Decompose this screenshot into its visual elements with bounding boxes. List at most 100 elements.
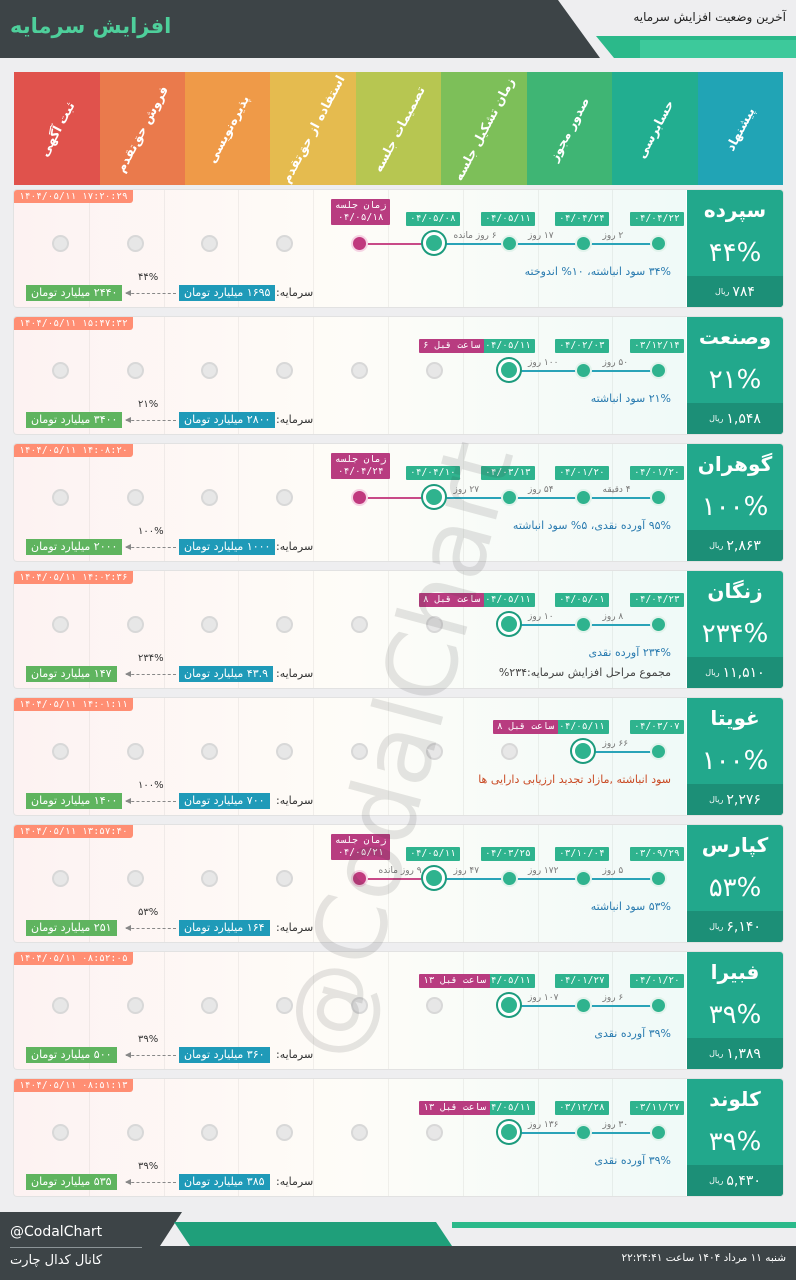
guide-line — [538, 698, 539, 815]
row-gradient — [14, 1079, 686, 1196]
stage-gap: ۱۳۶ روز — [528, 1120, 559, 1130]
update-timestamp: ۱۴۰۴/۰۵/۱۱ ۱۳:۵۷:۴۰ — [14, 825, 133, 838]
capital-arrow — [125, 290, 176, 296]
company-row[interactable]: کپارس ۵۳% ۶,۱۴۰ ریال ۱۴۰۴/۰۵/۱۱ ۱۳:۵۷:۴۰ ۰۳/۰… — [14, 825, 783, 942]
stage-gap: ۹ روز مانده — [378, 866, 422, 876]
stage-date: ۰۴/۰۴/۲۴ — [555, 212, 609, 226]
stage-date: ۰۳/۱۱/۲۷ — [630, 1101, 684, 1115]
stage-dot-empty — [201, 362, 218, 379]
stage-date: ۰۴/۰۱/۲۷ — [555, 974, 609, 988]
meeting-date: ۰۴/۰۵/۲۱ — [337, 847, 384, 858]
increase-description: سود انباشته ,مازاد تجدید ارزیابی دارایی … — [478, 773, 671, 786]
guide-line — [164, 444, 165, 561]
guide-line — [612, 825, 613, 942]
capital-arrow — [125, 417, 176, 423]
stage-dot-current — [423, 867, 445, 889]
stage-dot-done — [650, 1124, 667, 1141]
company-row[interactable]: کلوند ۳۹% ۵,۴۳۰ ریال ۱۴۰۴/۰۵/۱۱ ۰۸:۵۱:۱۳ ۰۳/۱… — [14, 1079, 783, 1196]
stage-date: ۰۳/۱۰/۰۴ — [555, 847, 609, 861]
stage-dot-meeting — [351, 235, 368, 252]
footer-handle[interactable]: @CodalChart — [10, 1224, 103, 1240]
symbol-card[interactable]: غویتا ۱۰۰% ۲,۲۷۶ ریال — [687, 698, 783, 815]
stage-dot-done — [575, 1124, 592, 1141]
stage-dot-empty — [201, 1124, 218, 1141]
guide-line — [89, 571, 90, 688]
increase-description: ۳۹% آورده نقدی — [594, 1154, 671, 1167]
company-row[interactable]: وصنعت ۲۱% ۱,۵۴۸ ریال ۱۴۰۴/۰۵/۱۱ ۱۵:۴۷:۳۲ ۰۳/۱… — [14, 317, 783, 434]
stage-date: ۰۴/۰۵/۱۱ — [481, 1101, 535, 1115]
stage-dot-empty — [276, 743, 293, 760]
guide-line — [313, 571, 314, 688]
guide-line — [238, 952, 239, 1069]
stage-date: ۰۳/۰۹/۲۹ — [630, 847, 684, 861]
stage-dot-empty — [276, 1124, 293, 1141]
stage-dot-empty — [52, 616, 69, 633]
guide-line — [238, 444, 239, 561]
guide-line — [164, 952, 165, 1069]
symbol-card[interactable]: کپارس ۵۳% ۶,۱۴۰ ریال — [687, 825, 783, 942]
guide-line — [463, 444, 464, 561]
symbol-price: ۶,۱۴۰ ریال — [687, 911, 783, 942]
update-timestamp: ۱۴۰۴/۰۵/۱۱ ۱۴:۰۸:۲۰ — [14, 444, 133, 457]
company-row[interactable]: زنگان ۲۳۴% ۱۱,۵۱۰ ریال ۱۴۰۴/۰۵/۱۱ ۱۴:۰۲:۳۶ ۰۴… — [14, 571, 783, 688]
symbol-card[interactable]: گوهران ۱۰۰% ۲,۸۶۳ ریال — [687, 444, 783, 561]
stage-2: صدور مجوز — [526, 72, 613, 185]
increase-description: ۲۱% سود انباشته — [590, 392, 671, 405]
capital-arrow — [125, 1052, 176, 1058]
company-row[interactable]: فبیرا ۳۹% ۱,۳۸۹ ریال ۱۴۰۴/۰۵/۱۱ ۰۸:۵۲:۰۵ ۰۴/۰… — [14, 952, 783, 1069]
stage-label: تصمیمات جلسه — [369, 83, 428, 174]
symbol-name: وصنعت — [698, 325, 772, 349]
guide-line — [463, 190, 464, 307]
stage-dot-empty — [201, 743, 218, 760]
stage-dot-empty — [201, 870, 218, 887]
symbol-card[interactable]: فبیرا ۳۹% ۱,۳۸۹ ریال — [687, 952, 783, 1069]
capital-current: ۱۶۹۵ میلیارد تومان — [179, 285, 276, 301]
guide-line — [89, 190, 90, 307]
stage-date: ۰۴/۰۵/۱۱ — [555, 720, 609, 734]
guide-line — [612, 698, 613, 815]
meeting-box: زمان جلسه ۰۴/۰۵/۲۱ — [331, 834, 391, 860]
guide-line — [463, 317, 464, 434]
symbol-card[interactable]: وصنعت ۲۱% ۱,۵۴۸ ریال — [687, 317, 783, 434]
stage-gap: ۴ دقیقه — [602, 485, 631, 495]
time-ago-badge: ۸ ساعت قبل — [493, 720, 559, 734]
capital-percent: ۲۳۴% — [138, 653, 164, 664]
capital-new: ۳۴۰۰ میلیارد تومان — [26, 412, 123, 428]
increase-percent: ۲۳۴% — [701, 619, 769, 649]
stage-dot-empty — [276, 235, 293, 252]
stage-dot-done — [650, 870, 667, 887]
update-timestamp: ۱۴۰۴/۰۵/۱۱ ۰۸:۵۲:۰۵ — [14, 952, 133, 965]
stage-date: ۰۴/۰۵/۰۸ — [406, 212, 460, 226]
stage-dot-empty — [127, 489, 144, 506]
stage-4: تصمیمات جلسه — [355, 72, 442, 185]
header-band: افزایش سرمایه آخرین وضعیت افزایش سرمایه — [0, 0, 796, 58]
symbol-card[interactable]: زنگان ۲۳۴% ۱۱,۵۱۰ ریال — [687, 571, 783, 688]
symbol-card[interactable]: کلوند ۳۹% ۵,۴۳۰ ریال — [687, 1079, 783, 1196]
company-row[interactable]: سپرده ۴۴% ۷۸۴ ریال ۱۴۰۴/۰۵/۱۱ ۱۷:۲۰:۲۹ ۰۴/۰۴/… — [14, 190, 783, 307]
capital-current: ۴۳.۹ میلیارد تومان — [179, 666, 274, 682]
symbol-card[interactable]: سپرده ۴۴% ۷۸۴ ریال — [687, 190, 783, 307]
symbol-price: ۲,۲۷۶ ریال — [687, 784, 783, 815]
guide-line — [164, 190, 165, 307]
footer-stripe — [174, 1222, 452, 1246]
guide-line — [238, 698, 239, 815]
symbol-price: ۷۸۴ ریال — [687, 276, 783, 307]
guide-line — [538, 825, 539, 942]
symbol-price: ۱,۵۴۸ ریال — [687, 403, 783, 434]
capital-current: ۱۰۰۰ میلیارد تومان — [179, 539, 276, 555]
company-row[interactable]: غویتا ۱۰۰% ۲,۲۷۶ ریال ۱۴۰۴/۰۵/۱۱ ۱۴:۰۱:۱۱ ۰۴/… — [14, 698, 783, 815]
company-row[interactable]: گوهران ۱۰۰% ۲,۸۶۳ ریال ۱۴۰۴/۰۵/۱۱ ۱۴:۰۸:۲۰ ۰۴… — [14, 444, 783, 561]
stage-dot-done — [650, 235, 667, 252]
stage-dot-current — [423, 232, 445, 254]
stage-7: فروش حق‌تقدم — [99, 72, 185, 185]
stage-gap: ۴۷ روز — [453, 866, 480, 876]
time-ago-badge: ۱۳ ساعت قبل — [419, 1101, 490, 1115]
guide-line — [538, 1079, 539, 1196]
capital-arrow — [125, 925, 176, 931]
stage-dot-done — [650, 616, 667, 633]
meeting-label: زمان جلسه — [335, 200, 387, 211]
stage-dot-empty — [52, 235, 69, 252]
capital-arrow — [125, 544, 176, 550]
capital-percent: ۵۳% — [138, 907, 159, 918]
guide-line — [612, 190, 613, 307]
